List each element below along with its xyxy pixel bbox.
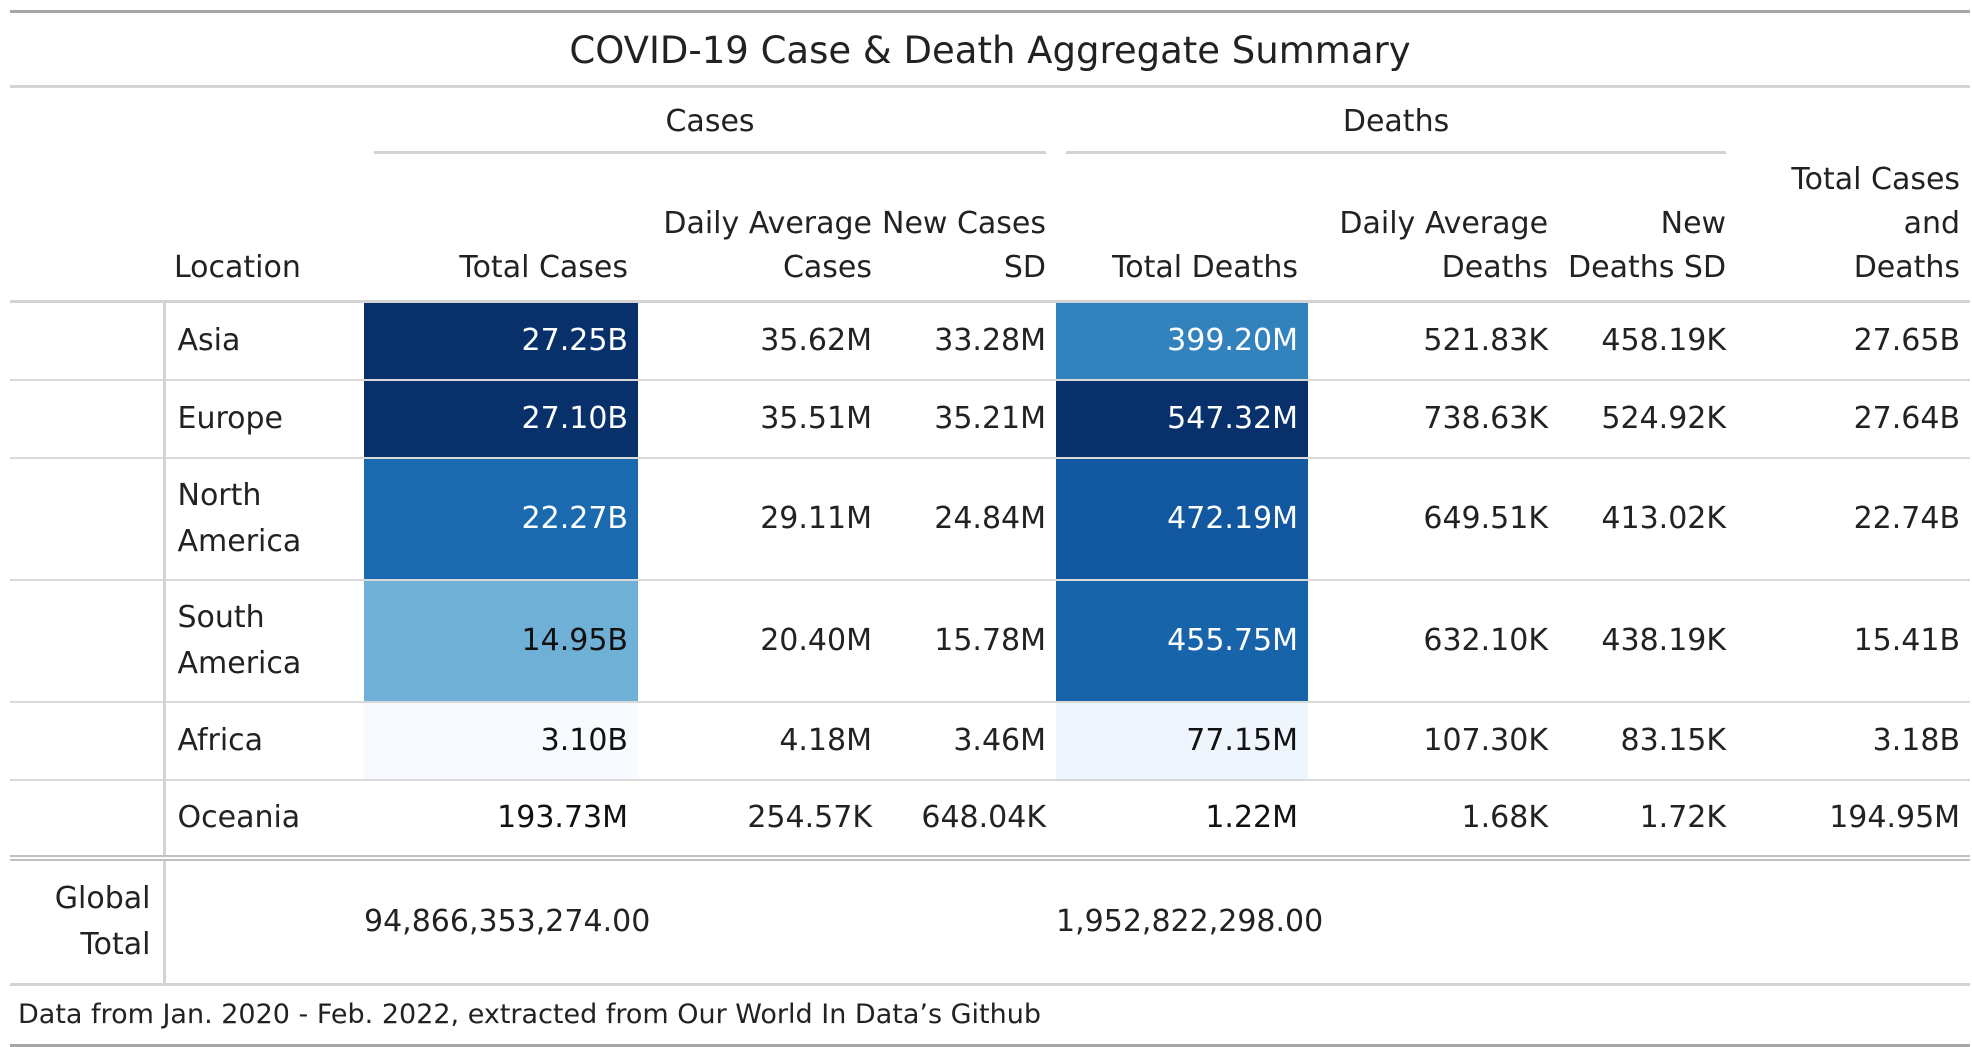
location-cell: Europe <box>164 379 364 459</box>
daily-average-deaths-cell: 521.83K <box>1308 301 1559 381</box>
new-cases-sd-cell: 3.46M <box>882 701 1057 781</box>
source-note: Data from Jan. 2020 - Feb. 2022, extract… <box>10 986 1970 1047</box>
total-cases-and-deaths-cell: 15.41B <box>1736 579 1971 703</box>
daily-average-cases-cell: 254.57K <box>638 779 882 859</box>
total-cases-and-deaths-cell: 27.64B <box>1736 379 1971 459</box>
table-row: Africa 3.10B 4.18M 3.46M 77.15M 107.30K … <box>10 701 1971 781</box>
total-deaths-cell: 1.22M <box>1056 779 1309 859</box>
column-header-total-deaths: Total Deaths <box>1056 158 1309 303</box>
new-cases-sd-cell: 35.21M <box>882 379 1057 459</box>
location-cell: North America <box>164 457 364 581</box>
grand-total-row: Global Total 94,866,353,274.00 1,952,822,… <box>10 854 1971 986</box>
column-header-new-cases-sd: New Cases SD <box>882 158 1057 303</box>
daily-average-deaths-cell: 1.68K <box>1308 779 1559 859</box>
new-cases-sd-cell: 648.04K <box>882 779 1057 859</box>
column-header-daily-average-cases: Daily Average Cases <box>638 158 882 303</box>
total-cases-and-deaths-cell: 27.65B <box>1736 301 1971 381</box>
total-deaths-cell: 472.19M <box>1056 457 1309 581</box>
table-title: COVID-19 Case & Death Aggregate Summary <box>10 13 1970 88</box>
location-cell: Asia <box>164 301 364 381</box>
column-header-new-deaths-sd: New Deaths SD <box>1558 158 1737 303</box>
table-row: South America 14.95B 20.40M 15.78M 455.75… <box>10 579 1971 703</box>
grand-total-label: Global Total <box>10 854 166 986</box>
location-cell: Oceania <box>164 779 364 859</box>
total-cases-cell: 3.10B <box>364 701 638 781</box>
new-cases-sd-cell: 15.78M <box>882 579 1057 703</box>
total-deaths-cell: 547.32M <box>1056 379 1309 459</box>
total-cases-and-deaths-cell: 194.95M <box>1736 779 1971 859</box>
table-row: Asia 27.25B 35.62M 33.28M 399.20M 521.83… <box>10 301 1971 381</box>
new-deaths-sd-cell: 438.19K <box>1558 579 1737 703</box>
daily-average-deaths-cell: 632.10K <box>1308 579 1559 703</box>
data-grid: Cases Deaths Location Total Cases Daily … <box>10 88 1971 986</box>
column-header-location: Location <box>164 158 364 303</box>
table-row: Oceania 193.73M 254.57K 648.04K 1.22M 1.… <box>10 779 1971 859</box>
new-deaths-sd-cell: 413.02K <box>1558 457 1737 581</box>
column-header-row: Location Total Cases Daily Average Cases … <box>10 158 1971 303</box>
daily-average-deaths-cell: 649.51K <box>1308 457 1559 581</box>
spanner-cases: Cases <box>364 88 1056 158</box>
new-deaths-sd-cell: 458.19K <box>1558 301 1737 381</box>
table-row: North America 22.27B 29.11M 24.84M 472.19… <box>10 457 1971 581</box>
location-cell: South America <box>164 579 364 703</box>
column-header-total-cases-and-deaths: Total Cases and Deaths <box>1736 158 1971 303</box>
column-header-total-cases: Total Cases <box>364 158 638 303</box>
new-deaths-sd-cell: 1.72K <box>1558 779 1737 859</box>
total-cases-and-deaths-cell: 3.18B <box>1736 701 1971 781</box>
daily-average-cases-cell: 35.62M <box>638 301 882 381</box>
daily-average-deaths-cell: 107.30K <box>1308 701 1559 781</box>
new-deaths-sd-cell: 83.15K <box>1558 701 1737 781</box>
daily-average-deaths-cell: 738.63K <box>1308 379 1559 459</box>
top-rule <box>10 10 1970 13</box>
spanner-deaths: Deaths <box>1056 88 1736 158</box>
spanner-row: Cases Deaths <box>10 88 1970 158</box>
new-cases-sd-cell: 33.28M <box>882 301 1057 381</box>
total-cases-cell: 27.25B <box>364 301 638 381</box>
total-cases-cell: 22.27B <box>364 457 638 581</box>
new-deaths-sd-cell: 524.92K <box>1558 379 1737 459</box>
daily-average-cases-cell: 35.51M <box>638 379 882 459</box>
location-cell: Africa <box>164 701 364 781</box>
total-deaths-cell: 399.20M <box>1056 301 1309 381</box>
summary-table: COVID-19 Case & Death Aggregate Summary … <box>10 10 1971 1047</box>
column-header-daily-average-deaths: Daily Average Deaths <box>1308 158 1559 303</box>
total-deaths-cell: 455.75M <box>1056 579 1309 703</box>
total-cases-cell: 193.73M <box>364 779 638 859</box>
grand-total-deaths: 1,952,822,298.00 <box>1056 854 1323 986</box>
new-cases-sd-cell: 24.84M <box>882 457 1057 581</box>
column-header-stub <box>10 158 164 303</box>
total-cases-cell: 27.10B <box>364 379 638 459</box>
daily-average-cases-cell: 20.40M <box>638 579 882 703</box>
total-cases-cell: 14.95B <box>364 579 638 703</box>
grand-total-cases: 94,866,353,274.00 <box>364 854 650 986</box>
daily-average-cases-cell: 4.18M <box>638 701 882 781</box>
total-deaths-cell: 77.15M <box>1056 701 1309 781</box>
table-row: Europe 27.10B 35.51M 35.21M 547.32M 738.… <box>10 379 1971 459</box>
daily-average-cases-cell: 29.11M <box>638 457 882 581</box>
total-cases-and-deaths-cell: 22.74B <box>1736 457 1971 581</box>
